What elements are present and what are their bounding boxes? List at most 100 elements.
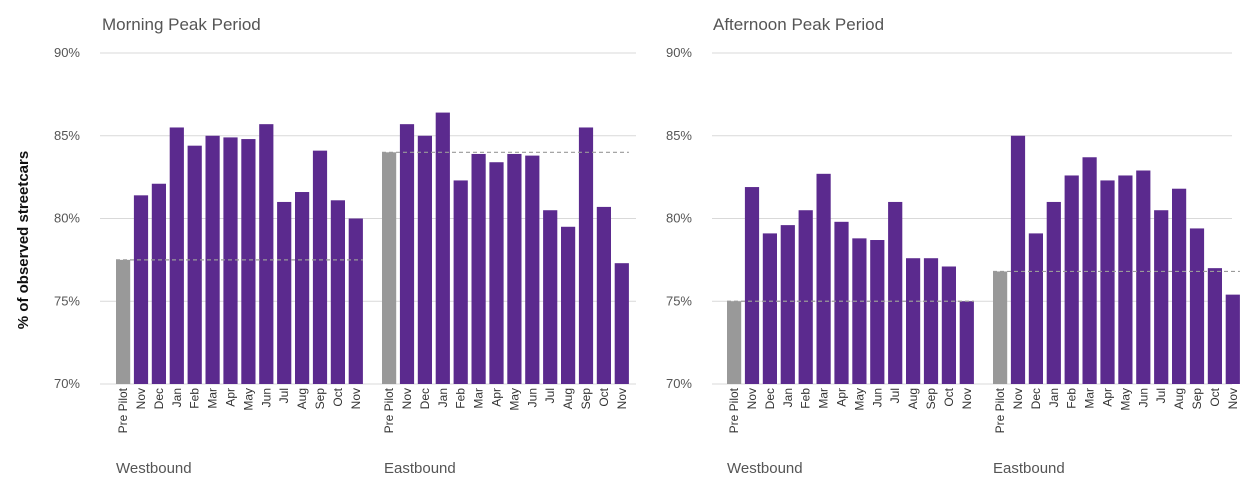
y-tick-label: 80% xyxy=(54,211,80,226)
x-tick-label: Jul xyxy=(1154,388,1168,403)
bar xyxy=(816,173,831,384)
bar-pre-pilot xyxy=(116,259,131,384)
x-tick-label: Mar xyxy=(817,388,831,409)
bar-pre-pilot xyxy=(727,301,742,384)
bar xyxy=(959,301,974,384)
bar xyxy=(1207,268,1222,384)
x-tick-label: Feb xyxy=(188,388,202,409)
bar xyxy=(1154,210,1169,384)
x-tick-label: Apr xyxy=(224,388,238,407)
bar xyxy=(169,127,184,384)
bar xyxy=(259,124,274,384)
x-tick-label: Jun xyxy=(1136,388,1150,407)
x-tick-label: May xyxy=(241,388,255,411)
x-tick-label: Apr xyxy=(835,388,849,407)
y-tick-label: 80% xyxy=(666,211,692,226)
bar xyxy=(798,210,813,384)
x-tick-label: Dec xyxy=(418,388,432,409)
x-tick-label: Jan xyxy=(170,388,184,407)
bar xyxy=(578,127,594,384)
bar xyxy=(277,201,292,384)
x-tick-label: Aug xyxy=(295,388,309,409)
bar xyxy=(941,266,956,384)
x-tick-label: Nov xyxy=(134,388,148,409)
bar xyxy=(1136,170,1151,384)
bar xyxy=(614,263,629,384)
bar xyxy=(223,137,238,384)
bar xyxy=(187,145,202,384)
x-tick-label: Feb xyxy=(799,388,813,409)
group-label: Eastbound xyxy=(384,460,456,477)
bar xyxy=(1028,233,1043,384)
afternoon-peak-panel: Afternoon Peak Period 70% 75% 80% 85% 90% Pre… xyxy=(666,15,1240,477)
x-tick-label: Jun xyxy=(259,388,273,407)
bar xyxy=(453,180,468,384)
x-tick-label: Nov xyxy=(745,388,759,409)
x-tick-label: Pre Pilot xyxy=(993,387,1007,433)
x-tick-label: Nov xyxy=(615,388,629,409)
x-tick-label: May xyxy=(1118,388,1132,411)
x-tick-label: Nov xyxy=(400,388,414,409)
bar xyxy=(1225,294,1240,384)
bar xyxy=(312,150,328,384)
x-tick-label: Apr xyxy=(490,388,504,407)
x-tick-label: May xyxy=(507,388,521,411)
bar-pre-pilot xyxy=(993,271,1008,384)
x-tick-label: Dec xyxy=(763,388,777,409)
x-tick-label: Nov xyxy=(349,388,363,409)
x-tick-label: Feb xyxy=(454,388,468,409)
x-tick-label: Sep xyxy=(1190,388,1204,410)
group-label: Westbound xyxy=(116,460,192,477)
x-tick-label: Aug xyxy=(561,388,575,409)
x-tick-label: Jul xyxy=(277,388,291,403)
bar xyxy=(1100,180,1115,384)
x-tick-label: Mar xyxy=(472,388,486,409)
bar-pre-pilot xyxy=(382,152,397,384)
bar xyxy=(417,135,432,384)
x-tick-label: Pre Pilot xyxy=(382,387,396,433)
x-tick-label: Oct xyxy=(597,387,611,406)
bar xyxy=(348,218,363,384)
bar xyxy=(762,233,777,384)
group-label: Eastbound xyxy=(993,460,1065,477)
bar xyxy=(330,200,345,384)
bar xyxy=(852,238,867,384)
bar xyxy=(507,153,522,384)
bar xyxy=(1189,228,1205,384)
x-tick-label: Dec xyxy=(152,388,166,409)
bar xyxy=(1064,175,1079,384)
x-tick-label: Dec xyxy=(1029,388,1043,409)
x-tick-label: Pre Pilot xyxy=(116,387,130,433)
y-tick-label: 85% xyxy=(666,128,692,143)
x-tick-label: Feb xyxy=(1065,388,1079,409)
y-tick-label: 90% xyxy=(54,45,80,60)
bar xyxy=(906,258,921,384)
x-tick-label: Mar xyxy=(206,388,220,409)
bar xyxy=(780,225,795,384)
x-tick-label: Sep xyxy=(579,388,593,410)
bar xyxy=(489,162,504,384)
y-tick-label: 90% xyxy=(666,45,692,60)
bar xyxy=(744,187,760,384)
x-tick-label: Nov xyxy=(1011,388,1025,409)
x-tick-label: Jan xyxy=(781,388,795,407)
bar xyxy=(561,226,576,384)
bar xyxy=(870,240,885,384)
x-tick-label: Sep xyxy=(924,388,938,410)
bar xyxy=(1046,201,1061,384)
panel-title-afternoon: Afternoon Peak Period xyxy=(713,15,884,34)
bar xyxy=(295,192,310,384)
x-tick-label: Jul xyxy=(543,388,557,403)
bar xyxy=(1010,135,1026,384)
x-tick-label: Pre Pilot xyxy=(727,387,741,433)
x-tick-label: Jan xyxy=(436,388,450,407)
bar xyxy=(596,206,611,384)
x-tick-label: Jul xyxy=(888,388,902,403)
bar xyxy=(241,139,256,384)
x-tick-label: Oct xyxy=(331,387,345,406)
x-tick-label: Mar xyxy=(1083,388,1097,409)
x-tick-label: Apr xyxy=(1101,388,1115,407)
panel-title-morning: Morning Peak Period xyxy=(102,15,261,34)
bar xyxy=(205,135,220,384)
